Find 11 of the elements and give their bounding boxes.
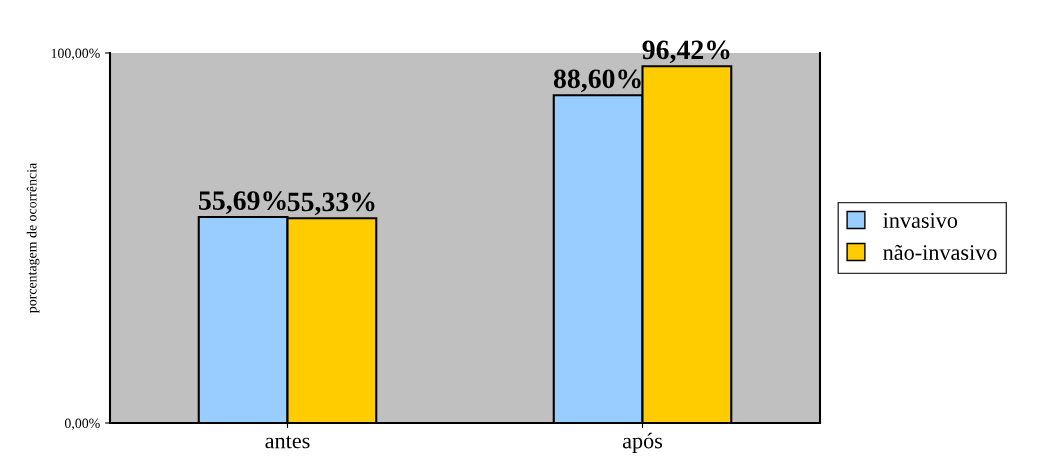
legend-label: invasivo <box>883 213 958 228</box>
legend-label: não-invasivo <box>883 244 997 260</box>
data-label: 55,33% <box>287 192 375 216</box>
data-label: 55,69% <box>199 191 286 214</box>
y-tick-label: 0,00% <box>64 418 100 430</box>
x-tick-label: após <box>622 432 663 453</box>
data-label: 96,42% <box>642 40 730 64</box>
y-tick-label: 100,00% <box>51 48 100 60</box>
y-axis-title: porcentagem de ocorrência <box>26 163 40 313</box>
data-label: 88,60% <box>553 69 641 93</box>
x-tick-label: antes <box>265 435 310 449</box>
